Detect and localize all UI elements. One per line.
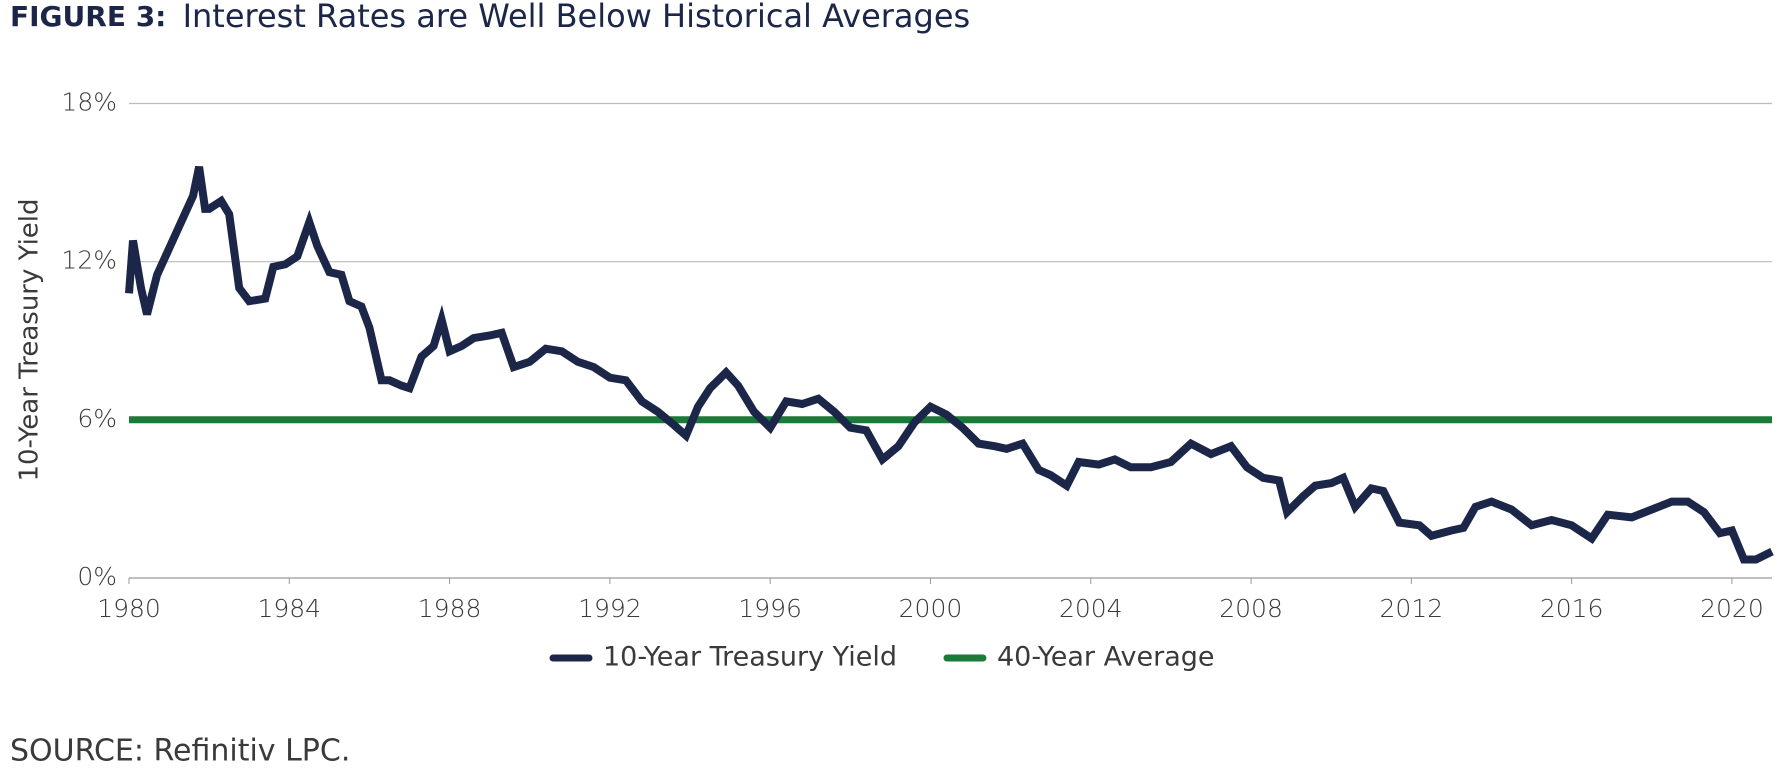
x-tick-label: 2012 [1380, 594, 1444, 623]
y-tick-label: 0% [77, 562, 117, 591]
legend-item: 40-Year Average [943, 642, 1215, 673]
x-tick-label: 2016 [1540, 594, 1604, 623]
x-tick-label: 2008 [1219, 594, 1283, 623]
x-tick-label: 1996 [738, 594, 802, 623]
legend-label: 40-Year Average [997, 642, 1215, 673]
x-tick-label: 2020 [1700, 594, 1764, 623]
title: FIGURE 3: Interest Rates are Well Below … [10, 0, 970, 35]
source: SOURCE: Refinitiv LPC. [10, 734, 350, 769]
x-tick-label: 2004 [1059, 594, 1123, 623]
series-line [125, 165, 1774, 564]
y-tick-label: 6% [77, 404, 117, 433]
chart-title: Interest Rates are Well Below Historical… [183, 0, 971, 35]
legend-label: 10-Year Treasury Yield [603, 642, 897, 673]
y-tick-label: 18% [61, 88, 117, 117]
y-axis-label: 10-Year Treasury Yield [15, 198, 45, 481]
legend-item: 10-Year Treasury Yield [549, 642, 897, 673]
figure-label: FIGURE 3: [10, 0, 166, 33]
y-tick-label: 12% [61, 246, 117, 275]
x-tick-label: 1984 [257, 594, 321, 623]
x-tick-label: 1980 [97, 594, 161, 623]
x-tick-label: 1988 [418, 594, 482, 623]
x-tick-label: 2000 [899, 594, 963, 623]
x-tick-label: 1992 [578, 594, 642, 623]
